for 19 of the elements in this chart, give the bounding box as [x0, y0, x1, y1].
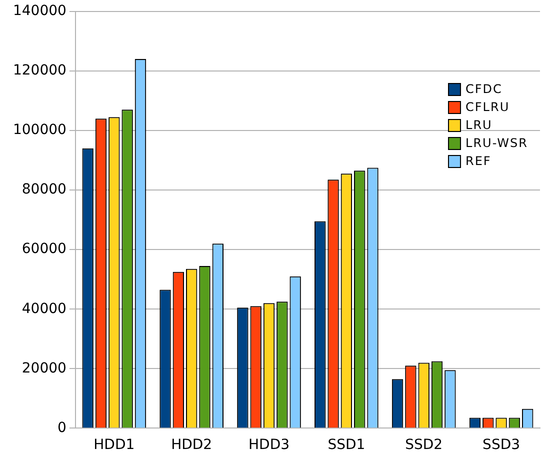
y-tick-label: 0	[58, 420, 66, 436]
legend-label: CFLRU	[466, 100, 510, 114]
legend-label: CFDC	[466, 82, 502, 96]
x-tick-label: HDD1	[94, 437, 135, 454]
y-tick-label: 140000	[12, 3, 66, 20]
legend-label: LRU	[466, 118, 492, 132]
y-tick-label: 20000	[22, 360, 66, 376]
y-tick-label: 60000	[22, 241, 66, 258]
y-tick-label: 40000	[22, 300, 66, 317]
x-tick-label: HDD3	[248, 437, 290, 454]
y-tick-label: 100000	[12, 122, 66, 138]
x-tick-label: SSD3	[482, 437, 520, 454]
legend-label: REF	[466, 154, 492, 168]
y-tick-label: 120000	[12, 62, 66, 79]
x-tick-label: HDD2	[171, 437, 212, 454]
y-tick-label: 80000	[22, 182, 66, 198]
x-tick-label: SSD2	[405, 437, 443, 454]
legend-label: LRU-WSR	[466, 136, 528, 150]
x-tick-label: SSD1	[328, 437, 366, 454]
